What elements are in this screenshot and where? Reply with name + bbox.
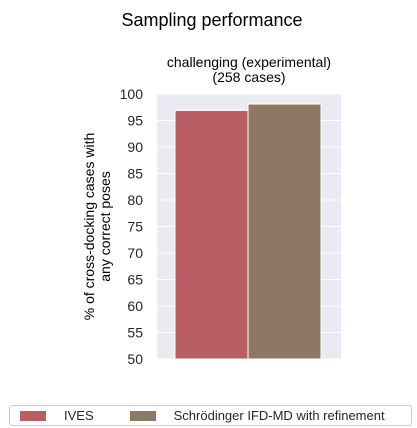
chart: Sampling performance challenging (experi…	[81, 10, 341, 367]
plot-title: challenging (experimental) (258 cases)	[167, 54, 331, 85]
legend-label-ives: IVES	[64, 408, 94, 423]
y-tick-label: 85	[127, 166, 143, 182]
legend-item-ifd-md: Schrödinger IFD-MD with refinement	[94, 408, 385, 423]
legend-label-ifd-md: Schrödinger IFD-MD with refinement	[173, 408, 385, 423]
legend-swatch-ifd-md	[129, 410, 156, 421]
y-tick-labels: 50 55 60 65 70 75 80 85 90 95 100	[120, 86, 144, 367]
y-tick-label: 70	[127, 245, 143, 261]
y-tick-label: 80	[127, 192, 143, 208]
y-axis-label: % of cross-docking cases withany correct…	[81, 133, 113, 321]
y-tick-label: 75	[127, 219, 143, 235]
y-tick-label: 60	[127, 298, 143, 314]
bar-0	[174, 109, 249, 360]
y-tick-label: 95	[127, 113, 143, 129]
bars	[174, 103, 322, 360]
legend-item-ives: IVES	[10, 408, 94, 423]
legend: IVES Schrödinger IFD-MD with refinement	[9, 405, 412, 426]
y-tick-label: 90	[127, 139, 143, 155]
legend-swatch-ives	[20, 410, 46, 421]
bar-1	[247, 103, 322, 360]
y-tick-label: 55	[127, 325, 143, 341]
y-tick-label: 50	[127, 351, 143, 367]
figure-title: Sampling performance	[121, 10, 302, 30]
y-tick-label: 65	[127, 272, 143, 288]
y-tick-label: 100	[120, 86, 144, 102]
